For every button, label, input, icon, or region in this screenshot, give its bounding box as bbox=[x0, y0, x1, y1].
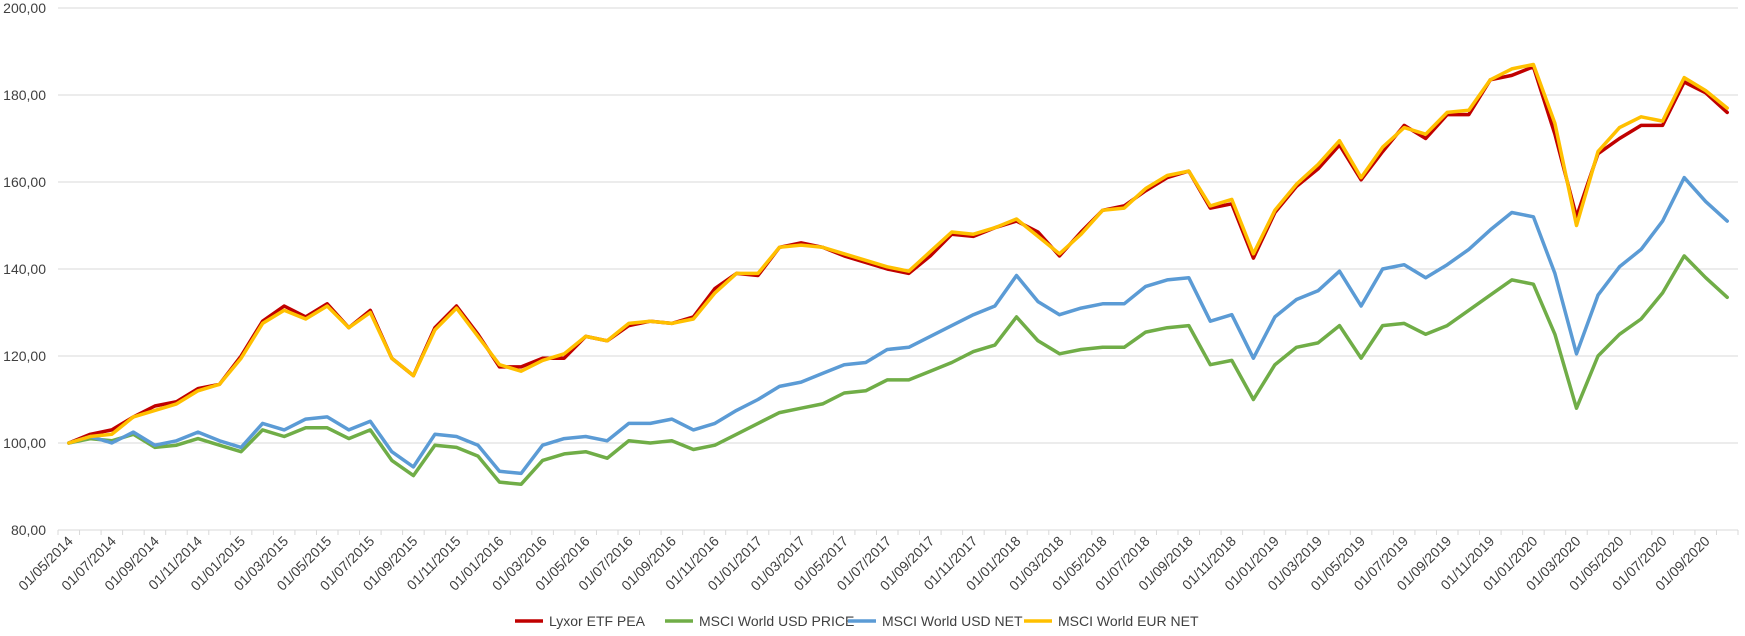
y-tick-label: 160,00 bbox=[3, 174, 46, 190]
series-line-1 bbox=[67, 64, 1729, 445]
grid-lines bbox=[58, 7, 1738, 444]
legend: Lyxor ETF PEA MSCI World USD PRICE MSCI Wo… bbox=[515, 613, 1199, 629]
series-line-3 bbox=[67, 175, 1729, 476]
x-axis-ticks: 01/05/201401/07/201401/09/201401/11/2014… bbox=[15, 530, 1739, 594]
y-tick-label: 180,00 bbox=[3, 87, 46, 103]
y-tick-label: 100,00 bbox=[3, 435, 46, 451]
y-tick-label: 200,00 bbox=[3, 0, 46, 16]
y-tick-label: 120,00 bbox=[3, 348, 46, 364]
legend-label: Lyxor ETF PEA bbox=[549, 613, 646, 629]
series-line-4 bbox=[67, 62, 1729, 445]
series-lines bbox=[67, 62, 1729, 487]
y-tick-label: 140,00 bbox=[3, 261, 46, 277]
legend-label: MSCI World USD PRICE bbox=[699, 613, 854, 629]
y-axis-ticks: 80,00 100,00 120,00 140,00 160,00 180,00 200,0… bbox=[3, 0, 46, 538]
legend-label: MSCI World EUR NET bbox=[1058, 613, 1199, 629]
y-tick-label: 80,00 bbox=[11, 522, 46, 538]
legend-label: MSCI World USD NET bbox=[882, 613, 1023, 629]
series-line-2 bbox=[67, 254, 1729, 487]
